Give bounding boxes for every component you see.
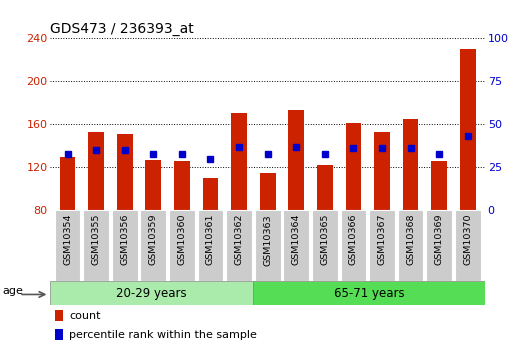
Bar: [202, 178, 218, 210]
Bar: [312, 210, 338, 281]
Text: age: age: [3, 286, 23, 296]
Text: GSM10367: GSM10367: [377, 214, 386, 266]
Text: GSM10369: GSM10369: [435, 214, 444, 266]
Bar: [55, 329, 63, 340]
Bar: [226, 210, 252, 281]
Text: GSM10354: GSM10354: [63, 214, 72, 266]
Text: GDS473 / 236393_at: GDS473 / 236393_at: [50, 22, 194, 36]
Bar: [117, 134, 132, 210]
Text: GSM10363: GSM10363: [263, 214, 272, 266]
Bar: [284, 210, 309, 281]
Text: GSM10359: GSM10359: [149, 214, 158, 266]
Bar: [260, 173, 276, 210]
Bar: [231, 114, 247, 210]
Text: GSM10361: GSM10361: [206, 214, 215, 266]
Bar: [460, 49, 475, 210]
Bar: [253, 281, 485, 305]
Bar: [140, 210, 166, 281]
Bar: [55, 210, 81, 281]
Text: GSM10355: GSM10355: [92, 214, 101, 266]
Text: GSM10365: GSM10365: [320, 214, 329, 266]
Bar: [398, 210, 423, 281]
Text: GSM10360: GSM10360: [178, 214, 187, 266]
Bar: [341, 210, 366, 281]
Bar: [255, 210, 280, 281]
Bar: [426, 210, 452, 281]
Text: count: count: [69, 310, 101, 321]
Bar: [198, 210, 223, 281]
Bar: [83, 210, 109, 281]
Bar: [455, 210, 481, 281]
Bar: [403, 119, 419, 210]
Text: GSM10356: GSM10356: [120, 214, 129, 266]
Bar: [174, 161, 190, 210]
Bar: [317, 165, 333, 210]
Text: GSM10364: GSM10364: [292, 214, 301, 266]
Text: GSM10362: GSM10362: [235, 214, 244, 266]
Bar: [50, 281, 253, 305]
Bar: [374, 132, 390, 210]
Text: 65-71 years: 65-71 years: [334, 287, 404, 300]
Text: 20-29 years: 20-29 years: [117, 287, 187, 300]
Bar: [55, 310, 63, 321]
Bar: [346, 123, 361, 210]
Bar: [288, 110, 304, 210]
Bar: [369, 210, 395, 281]
Text: GSM10370: GSM10370: [463, 214, 472, 266]
Bar: [431, 161, 447, 210]
Bar: [169, 210, 195, 281]
Bar: [88, 132, 104, 210]
Text: GSM10366: GSM10366: [349, 214, 358, 266]
Text: percentile rank within the sample: percentile rank within the sample: [69, 330, 257, 340]
Text: GSM10368: GSM10368: [406, 214, 415, 266]
Bar: [112, 210, 138, 281]
Bar: [60, 157, 75, 210]
Bar: [145, 160, 161, 210]
